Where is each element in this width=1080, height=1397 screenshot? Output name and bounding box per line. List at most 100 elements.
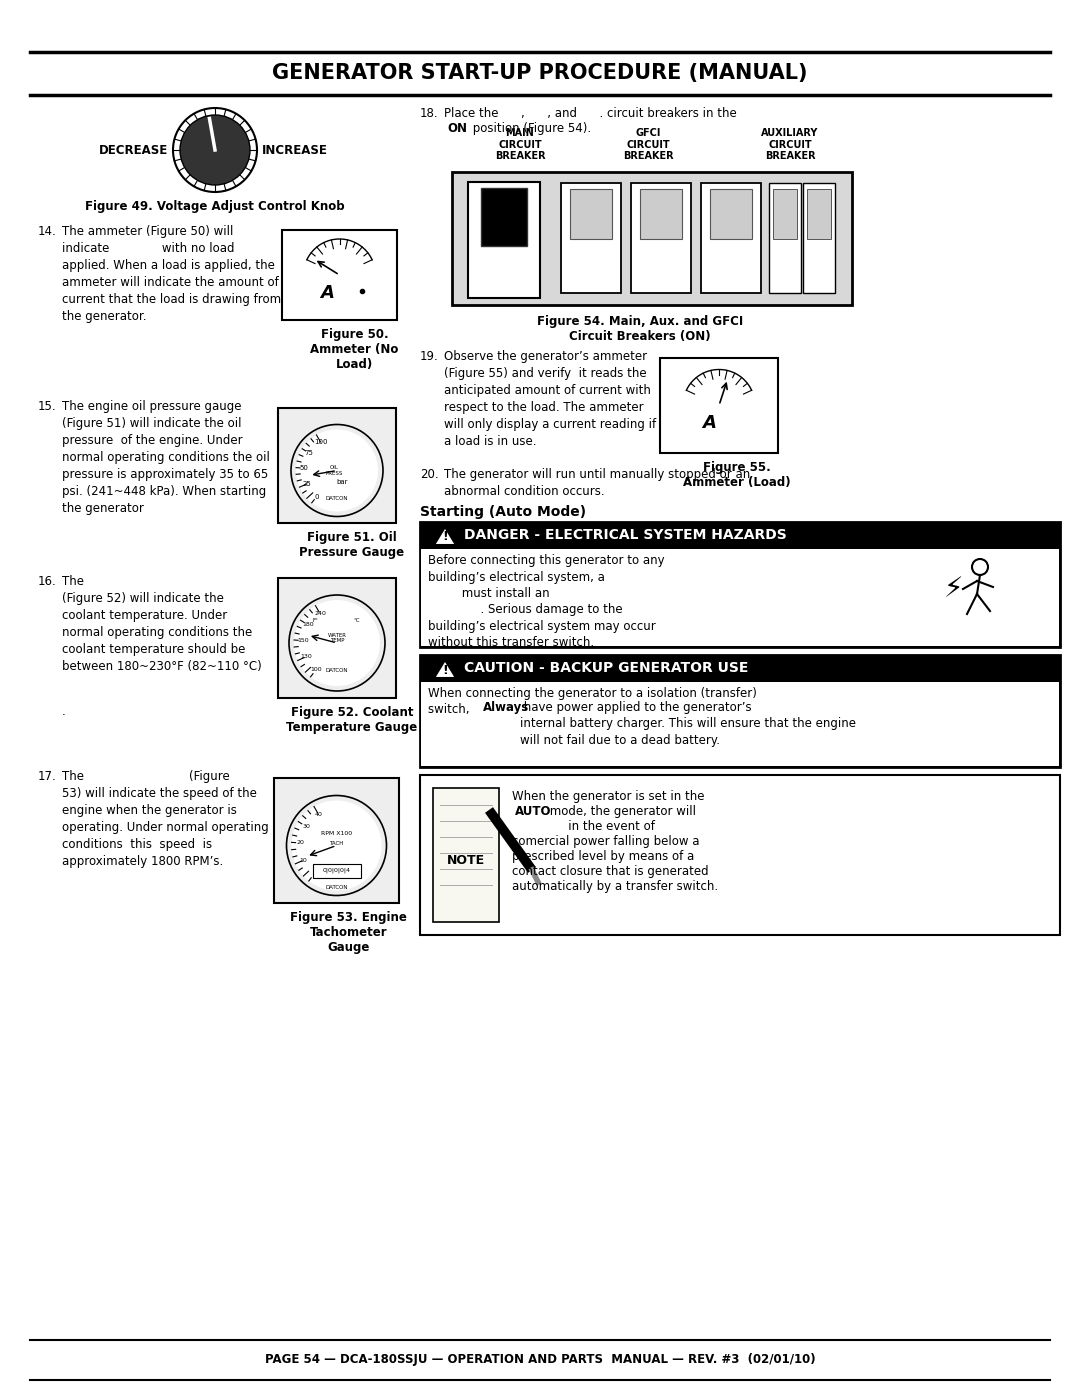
Text: Figure 51. Oil
Pressure Gauge: Figure 51. Oil Pressure Gauge — [299, 531, 405, 559]
Text: contact closure that is generated: contact closure that is generated — [512, 865, 708, 877]
Text: Figure 49. Voltage Adjust Control Knob: Figure 49. Voltage Adjust Control Knob — [85, 200, 345, 212]
Text: 30: 30 — [302, 824, 310, 828]
Text: OIL
PRESS: OIL PRESS — [325, 465, 342, 476]
Text: 150: 150 — [297, 638, 309, 643]
Text: Figure 50.
Ammeter (No
Load): Figure 50. Ammeter (No Load) — [310, 328, 399, 372]
Text: 20: 20 — [297, 841, 305, 845]
FancyBboxPatch shape — [433, 788, 499, 922]
Text: Figure 52. Coolant
Temperature Gauge: Figure 52. Coolant Temperature Gauge — [286, 705, 418, 733]
Text: position (Figure 54).: position (Figure 54). — [469, 122, 591, 136]
Text: prescribed level by means of a: prescribed level by means of a — [512, 849, 694, 863]
Text: Place the      ,      , and      . circuit breakers in the: Place the , , and . circuit breakers in … — [444, 108, 737, 120]
FancyBboxPatch shape — [701, 183, 761, 293]
FancyBboxPatch shape — [421, 549, 1059, 645]
Text: Always: Always — [483, 701, 529, 714]
Text: ⚡: ⚡ — [943, 576, 962, 604]
Text: 240: 240 — [314, 610, 326, 616]
Text: DATCON: DATCON — [325, 886, 348, 890]
FancyBboxPatch shape — [804, 183, 835, 293]
FancyBboxPatch shape — [278, 408, 396, 522]
Text: mode, the generator will: mode, the generator will — [546, 805, 696, 819]
Circle shape — [292, 800, 381, 890]
Text: automatically by a transfer switch.: automatically by a transfer switch. — [512, 880, 718, 893]
Polygon shape — [434, 527, 456, 545]
FancyBboxPatch shape — [561, 183, 621, 293]
FancyBboxPatch shape — [312, 863, 361, 877]
Text: ON: ON — [447, 122, 467, 136]
Text: 180: 180 — [302, 623, 314, 627]
Text: Observe the generator’s ammeter
(Figure 55) and verify  it reads the
anticipated: Observe the generator’s ammeter (Figure … — [444, 351, 657, 448]
Text: GFCI
CIRCUIT
BREAKER: GFCI CIRCUIT BREAKER — [623, 129, 673, 161]
Text: 50: 50 — [299, 465, 309, 471]
Text: 20.: 20. — [420, 468, 438, 481]
FancyBboxPatch shape — [807, 189, 831, 239]
Text: A: A — [702, 415, 716, 433]
Text: AUTO: AUTO — [515, 805, 552, 819]
Text: The generator will run until manually stopped or an
abnormal condition occurs.: The generator will run until manually st… — [444, 468, 751, 497]
Text: NOTE: NOTE — [447, 854, 485, 866]
FancyBboxPatch shape — [570, 189, 612, 239]
Text: .: . — [62, 705, 66, 718]
FancyBboxPatch shape — [660, 358, 778, 453]
Text: 19.: 19. — [420, 351, 438, 363]
Text: INCREASE: INCREASE — [262, 144, 328, 156]
Text: °C: °C — [354, 619, 361, 623]
Text: The ammeter (Figure 50) will
indicate              with no load
applied. When a : The ammeter (Figure 50) will indicate wi… — [62, 225, 281, 323]
Text: in the event of: in the event of — [512, 820, 654, 833]
Text: comercial power falling below a: comercial power falling below a — [512, 835, 700, 848]
Text: DECREASE: DECREASE — [98, 144, 168, 156]
Text: CAUTION - BACKUP GENERATOR USE: CAUTION - BACKUP GENERATOR USE — [464, 661, 748, 675]
Text: The
(Figure 52) will indicate the
coolant temperature. Under
normal operating co: The (Figure 52) will indicate the coolan… — [62, 576, 261, 673]
Text: MAIN
CIRCUIT
BREAKER: MAIN CIRCUIT BREAKER — [495, 129, 545, 161]
Text: bar: bar — [336, 479, 348, 486]
FancyBboxPatch shape — [769, 183, 801, 293]
FancyBboxPatch shape — [468, 182, 540, 298]
FancyBboxPatch shape — [420, 522, 1059, 647]
Text: Figure 54. Main, Aux. and GFCI
Circuit Breakers (ON): Figure 54. Main, Aux. and GFCI Circuit B… — [537, 314, 743, 344]
Text: The                            (Figure
53) will indicate the speed of the
engine: The (Figure 53) will indicate the speed … — [62, 770, 269, 868]
FancyBboxPatch shape — [278, 578, 396, 698]
Text: Figure 55.
Ammeter (Load): Figure 55. Ammeter (Load) — [684, 461, 791, 489]
FancyBboxPatch shape — [274, 778, 399, 902]
Circle shape — [296, 429, 378, 511]
Circle shape — [173, 108, 257, 191]
FancyBboxPatch shape — [420, 775, 1059, 935]
Text: A: A — [321, 284, 335, 302]
Text: 17.: 17. — [38, 770, 57, 782]
Text: DATCON: DATCON — [326, 496, 348, 502]
Text: 0: 0 — [314, 493, 319, 500]
FancyBboxPatch shape — [481, 189, 527, 246]
Text: The engine oil pressure gauge
(Figure 51) will indicate the oil
pressure  of the: The engine oil pressure gauge (Figure 51… — [62, 400, 270, 515]
Text: 0: 0 — [312, 872, 316, 876]
Text: have power applied to the generator’s
internal battery charger. This will ensure: have power applied to the generator’s in… — [519, 701, 856, 747]
Text: 100: 100 — [310, 668, 322, 672]
Text: 18.: 18. — [420, 108, 438, 120]
Text: 15.: 15. — [38, 400, 56, 414]
Text: Before connecting this generator to any
building’s electrical system, a
        : Before connecting this generator to any … — [428, 555, 664, 650]
Text: TACH: TACH — [329, 841, 343, 847]
Polygon shape — [434, 659, 456, 678]
Text: 16.: 16. — [38, 576, 57, 588]
Text: WATER
TEMP: WATER TEMP — [327, 633, 347, 644]
Circle shape — [180, 115, 249, 184]
Text: Figure 53. Engine
Tachometer
Gauge: Figure 53. Engine Tachometer Gauge — [291, 911, 407, 954]
Text: Starting (Auto Mode): Starting (Auto Mode) — [420, 504, 586, 520]
FancyBboxPatch shape — [773, 189, 797, 239]
Text: F°: F° — [312, 619, 318, 623]
Text: When the generator is set in the: When the generator is set in the — [512, 789, 704, 803]
Text: When connecting the generator to a isolation (transfer)
switch,: When connecting the generator to a isola… — [428, 687, 757, 717]
Text: DANGER - ELECTRICAL SYSTEM HAZARDS: DANGER - ELECTRICAL SYSTEM HAZARDS — [464, 528, 786, 542]
FancyBboxPatch shape — [421, 682, 1059, 766]
Text: RPM X100: RPM X100 — [321, 831, 352, 835]
Text: 14.: 14. — [38, 225, 57, 237]
Text: 0|0|0|0|4: 0|0|0|0|4 — [323, 868, 351, 873]
FancyBboxPatch shape — [631, 183, 691, 293]
Circle shape — [294, 599, 380, 686]
Text: 75: 75 — [305, 450, 313, 455]
Text: PAGE 54 — DCA-180SSJU — OPERATION AND PARTS  MANUAL — REV. #3  (02/01/10): PAGE 54 — DCA-180SSJU — OPERATION AND PA… — [265, 1354, 815, 1366]
Text: 130: 130 — [300, 654, 312, 659]
Text: 100: 100 — [314, 439, 327, 444]
FancyBboxPatch shape — [710, 189, 752, 239]
Text: !: ! — [442, 664, 448, 676]
Text: DATCON: DATCON — [326, 669, 348, 673]
